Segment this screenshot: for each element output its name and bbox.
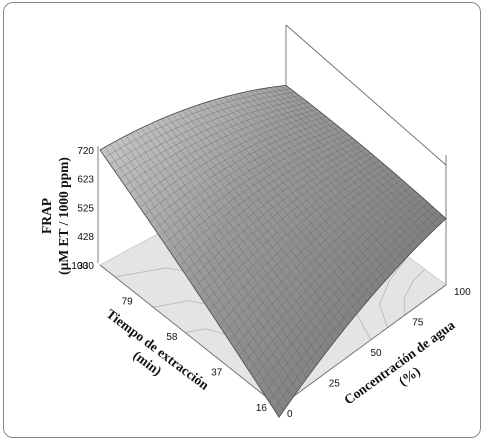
y-tick-label: 37 — [211, 368, 223, 379]
mesh-line-y — [209, 163, 384, 311]
mesh-line-y — [144, 116, 327, 215]
mesh-line-y — [124, 102, 309, 186]
z-tick-label: 623 — [77, 175, 94, 186]
mesh-line-y — [154, 123, 335, 230]
mesh-line-y — [253, 198, 424, 379]
axis-ticks: 720 623 525 428 330 16 37 58 79 100 0 25 50 75 100 — [71, 146, 471, 420]
mesh-line-y — [224, 175, 398, 334]
mesh-line-y — [234, 182, 407, 349]
mesh-line-y — [109, 91, 295, 165]
z-axis-title: FRAP (µM ET / 1000 ppm) — [39, 157, 71, 275]
mesh-line-y — [194, 152, 371, 289]
mesh-line-y — [149, 119, 331, 223]
mesh-line-y — [278, 218, 447, 418]
z-axis-label-line1: FRAP — [39, 198, 54, 234]
box-edge-top-right — [285, 24, 447, 166]
box-edge-floor-left — [99, 264, 280, 408]
mesh-line-y — [244, 190, 415, 364]
mesh-line-y — [263, 206, 433, 395]
y-tick-label: 100 — [71, 261, 88, 272]
mesh-line-y — [164, 130, 344, 244]
mesh-line-y — [174, 137, 353, 259]
mesh-line-y — [214, 167, 389, 319]
x-tick-label: 75 — [412, 318, 424, 329]
z-tick-label: 525 — [77, 204, 94, 215]
response-surface — [99, 84, 447, 419]
mesh-line-y — [229, 179, 402, 341]
mesh-line-y — [258, 202, 429, 387]
mesh-line-y — [129, 105, 313, 194]
mesh-line-y — [189, 148, 367, 281]
mesh-line-y — [159, 127, 340, 237]
z-tick-label: 428 — [77, 232, 94, 243]
z-tick-label: 330 — [77, 261, 94, 272]
mesh-line-y — [204, 160, 380, 304]
mesh-line-y — [273, 214, 442, 410]
x-tick-label: 25 — [329, 379, 341, 390]
floor-contour-5 — [403, 268, 426, 316]
x-tick-label: 100 — [454, 287, 471, 298]
z-axis-label-line2: (µM ET / 1000 ppm) — [56, 157, 71, 275]
z-tick-label: 720 — [77, 146, 94, 157]
mesh-line-y — [249, 194, 420, 372]
mesh-line-y — [134, 109, 318, 201]
x-tick-label: 50 — [371, 348, 383, 359]
mesh-line-y — [104, 88, 291, 158]
mesh-line-y — [114, 95, 300, 172]
mesh-line-y — [99, 85, 287, 151]
mesh-line-y — [184, 145, 362, 274]
mesh-line-y — [268, 210, 438, 402]
mesh-line-y — [199, 156, 375, 296]
mesh-line-y — [179, 141, 358, 267]
y-tick-label: 58 — [166, 332, 178, 343]
mesh-line-y — [239, 186, 411, 356]
x-tick-label: 0 — [287, 409, 293, 420]
floor-contour-4 — [379, 256, 409, 328]
y-tick-label: 79 — [122, 297, 134, 308]
mesh-line-y — [219, 171, 393, 326]
mesh-line-y — [139, 112, 322, 208]
y-tick-label: 16 — [256, 403, 268, 414]
mesh-line-y — [169, 134, 349, 252]
mesh-line-y — [119, 98, 304, 179]
box-edge-floor-right — [278, 284, 447, 408]
